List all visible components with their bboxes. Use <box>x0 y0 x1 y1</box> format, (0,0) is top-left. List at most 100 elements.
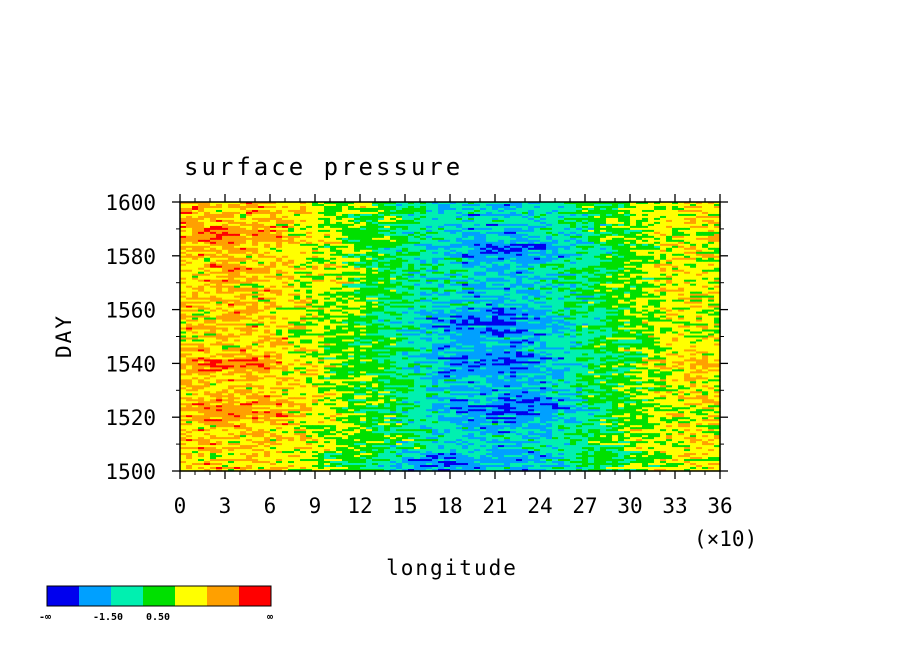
heatmap-cell <box>684 249 691 253</box>
heatmap-cell <box>552 261 559 265</box>
heatmap-cell <box>486 243 493 247</box>
heatmap-cell <box>378 267 385 271</box>
heatmap-cell <box>420 265 427 269</box>
heatmap-cell <box>594 211 601 215</box>
heatmap-cell <box>690 237 697 241</box>
heatmap-cell <box>390 241 397 245</box>
heatmap-cell <box>228 257 235 261</box>
heatmap-cell <box>408 263 415 267</box>
heatmap-cell <box>408 209 415 213</box>
heatmap-cell <box>258 237 265 241</box>
heatmap-cell <box>390 207 397 211</box>
heatmap-cell <box>360 202 367 205</box>
heatmap-cell <box>492 235 499 239</box>
heatmap-cell <box>318 245 325 249</box>
heatmap-cell <box>624 245 631 249</box>
heatmap-cell <box>486 202 493 205</box>
heatmap-cell <box>642 221 649 225</box>
heatmap-cell <box>648 259 655 263</box>
heatmap-cell <box>420 239 427 243</box>
heatmap-cell <box>576 267 583 271</box>
heatmap-cell <box>504 269 511 273</box>
heatmap-cell <box>354 231 361 235</box>
heatmap-cell <box>354 239 361 243</box>
heatmap-cell <box>450 263 457 267</box>
heatmap-cell <box>558 205 565 209</box>
heatmap-cell <box>648 217 655 221</box>
heatmap-cell <box>606 217 613 221</box>
heatmap-cell <box>678 259 685 263</box>
heatmap-cell <box>702 241 709 245</box>
heatmap-cell <box>408 231 415 235</box>
heatmap-cell <box>180 231 187 235</box>
heatmap-cell <box>708 237 715 241</box>
heatmap-cell <box>264 219 271 223</box>
heatmap-cell <box>216 209 223 213</box>
heatmap-cell <box>294 215 301 219</box>
heatmap-cell <box>198 233 205 237</box>
heatmap-cell <box>588 213 595 217</box>
heatmap-cell <box>606 229 613 233</box>
heatmap-cell <box>354 211 361 215</box>
heatmap-cell <box>564 239 571 243</box>
heatmap-cell <box>678 249 685 253</box>
heatmap-cell <box>282 257 289 261</box>
heatmap-cell <box>294 263 301 267</box>
heatmap-cell <box>486 271 493 275</box>
heatmap-cell <box>600 209 607 213</box>
heatmap-cell <box>372 269 379 273</box>
heatmap-cell <box>456 227 463 231</box>
heatmap-cell <box>390 239 397 243</box>
heatmap-cell <box>672 265 679 269</box>
heatmap-cell <box>228 202 235 205</box>
heatmap-cell <box>264 269 271 273</box>
heatmap-cell <box>468 271 475 275</box>
heatmap-cell <box>690 233 697 237</box>
heatmap-cell <box>498 265 505 269</box>
heatmap-cell <box>342 257 349 261</box>
heatmap-cell <box>216 257 223 261</box>
heatmap-cell <box>498 227 505 231</box>
heatmap-cell <box>546 231 553 235</box>
heatmap-cell <box>714 223 721 227</box>
heatmap-cell <box>516 203 523 207</box>
heatmap-cell <box>618 251 625 255</box>
heatmap-cell <box>564 241 571 245</box>
heatmap-cell <box>234 257 241 261</box>
heatmap-cell <box>480 219 487 223</box>
heatmap-cell <box>396 259 403 263</box>
heatmap-cell <box>426 253 433 257</box>
heatmap-cell <box>600 251 607 255</box>
heatmap-cell <box>492 203 499 207</box>
heatmap-cell <box>288 253 295 257</box>
heatmap-cell <box>474 251 481 255</box>
heatmap-cell <box>420 221 427 225</box>
heatmap-cell <box>552 233 559 237</box>
heatmap-cell <box>246 209 253 213</box>
heatmap-cell <box>432 223 439 227</box>
heatmap-cell <box>354 221 361 225</box>
heatmap-cell <box>330 205 337 209</box>
heatmap-cell <box>396 219 403 223</box>
heatmap-cell <box>186 237 193 241</box>
heatmap-cell <box>228 245 235 249</box>
heatmap-cell <box>180 237 187 241</box>
heatmap-cell <box>612 249 619 253</box>
heatmap-cell <box>558 237 565 241</box>
heatmap-cell <box>180 211 187 215</box>
heatmap-cell <box>636 235 643 239</box>
heatmap-cell <box>402 239 409 243</box>
heatmap-cell <box>552 249 559 253</box>
heatmap-cell <box>342 233 349 237</box>
heatmap-cell <box>300 237 307 241</box>
heatmap-cell <box>684 253 691 257</box>
heatmap-cell <box>510 267 517 271</box>
heatmap-cell <box>564 203 571 207</box>
heatmap-cell <box>672 215 679 219</box>
heatmap-cell <box>396 213 403 217</box>
heatmap-cell <box>204 207 211 211</box>
heatmap-cell <box>258 213 265 217</box>
heatmap-cell <box>612 251 619 255</box>
heatmap-cell <box>576 211 583 215</box>
heatmap-cell <box>192 271 199 275</box>
